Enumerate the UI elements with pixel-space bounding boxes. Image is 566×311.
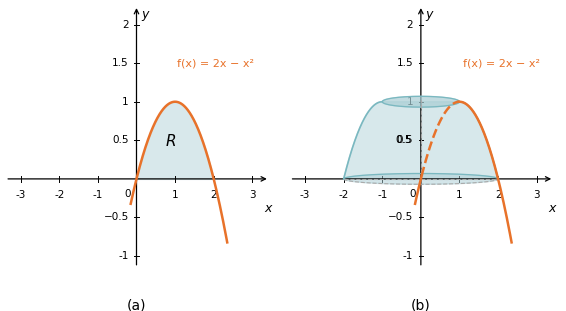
Polygon shape [344,102,498,179]
Text: -3: -3 [15,190,26,200]
Text: f(x) = 2x − x²: f(x) = 2x − x² [464,59,541,69]
Text: 1: 1 [456,190,463,200]
Text: -1: -1 [403,251,413,261]
Text: 2: 2 [122,20,129,30]
Text: x: x [264,202,272,215]
Text: 1: 1 [122,97,129,107]
Text: -1: -1 [93,190,103,200]
Text: y: y [425,7,432,21]
Polygon shape [344,174,498,184]
Text: -1: -1 [118,251,129,261]
Text: 2: 2 [407,20,413,30]
Polygon shape [382,96,460,107]
Text: R: R [165,134,176,150]
Text: (a): (a) [127,299,146,311]
Text: -2: -2 [54,190,65,200]
Text: 3: 3 [249,190,256,200]
Text: 0.5: 0.5 [396,135,413,145]
Text: x: x [548,202,556,215]
Text: 3: 3 [533,190,540,200]
Text: −0.5: −0.5 [388,212,413,222]
Text: 0: 0 [409,189,415,199]
Text: 0: 0 [125,189,131,199]
Text: -3: -3 [300,190,310,200]
Text: −0.5: −0.5 [104,212,129,222]
Text: 1: 1 [407,97,413,107]
Text: 1.5: 1.5 [397,58,413,68]
Text: 0.5: 0.5 [397,135,413,145]
Text: 1: 1 [172,190,178,200]
Text: (b): (b) [411,299,431,311]
Text: -1: -1 [377,190,388,200]
Text: 1.5: 1.5 [112,58,129,68]
Text: -2: -2 [338,190,349,200]
Text: 0.5: 0.5 [113,135,129,145]
Text: y: y [141,7,148,21]
Text: 2: 2 [495,190,501,200]
Text: f(x) = 2x − x²: f(x) = 2x − x² [177,59,254,69]
Text: 2: 2 [211,190,217,200]
